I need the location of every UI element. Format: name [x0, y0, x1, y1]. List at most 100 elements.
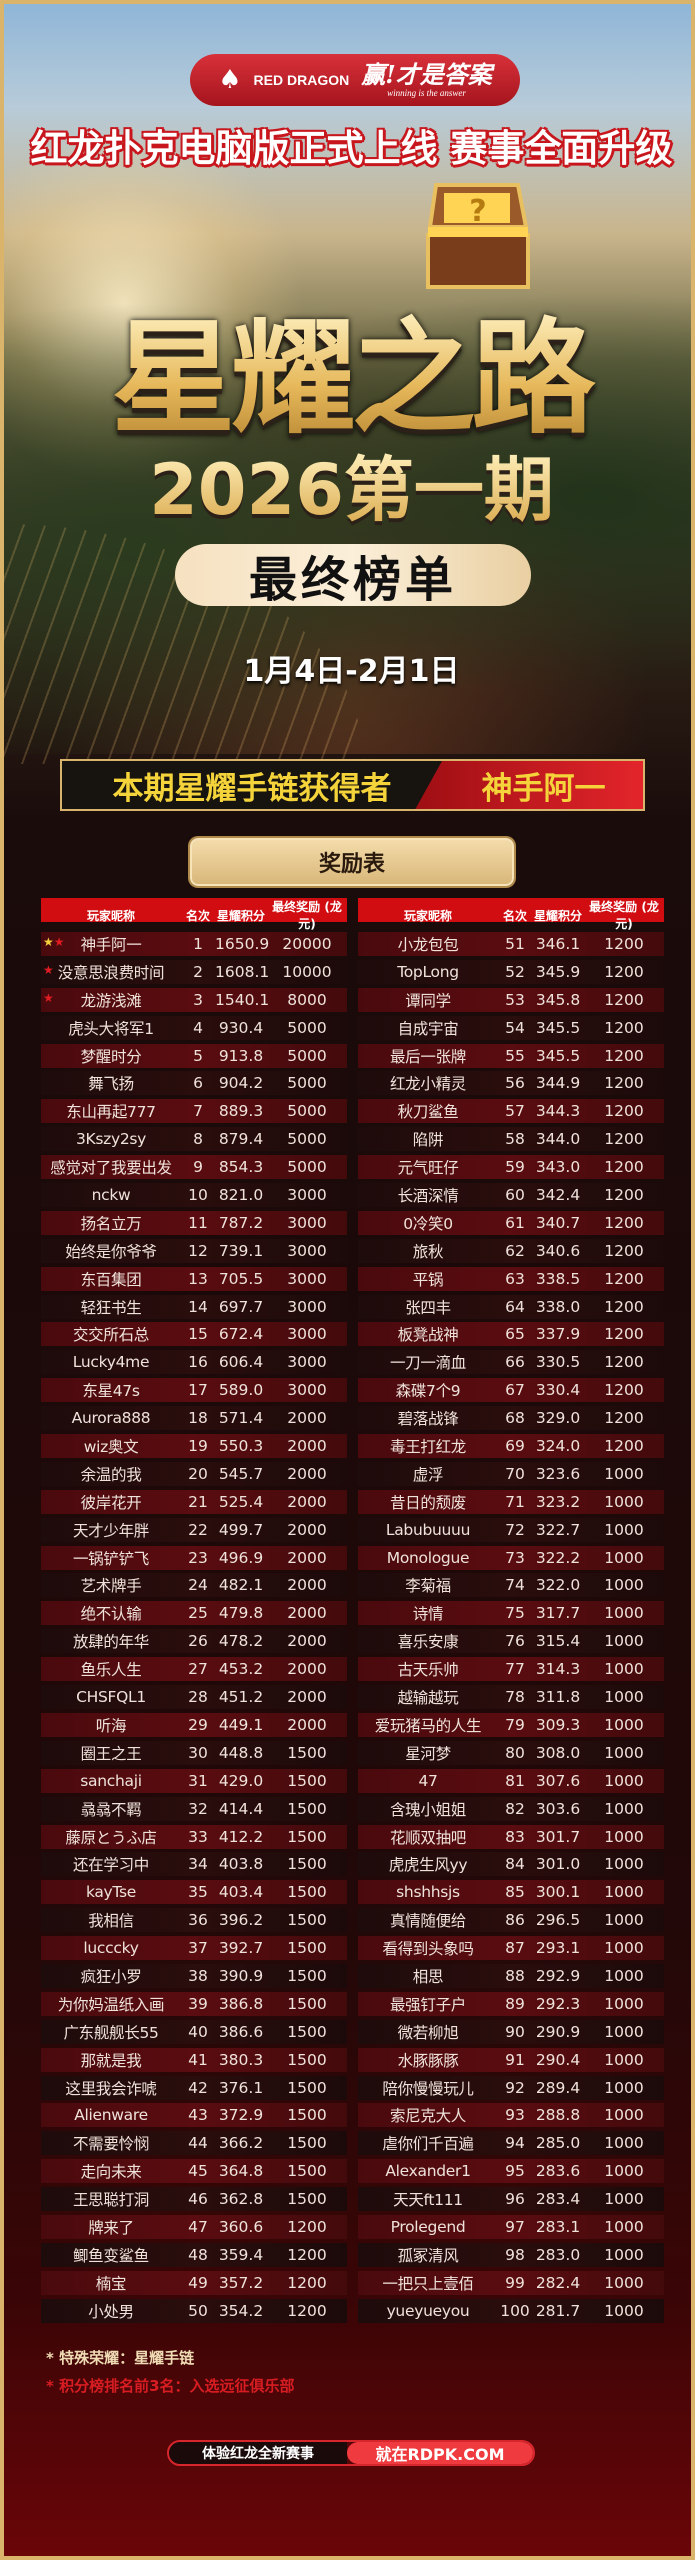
cell-name: 张四丰 [405, 1298, 451, 1317]
cell-rank: 45 [188, 2162, 208, 2181]
slogan-en: winning is the answer [387, 88, 466, 98]
cell-name: 这里我会诈唬 [65, 2079, 157, 2098]
cell-reward: 1200 [604, 1074, 644, 1093]
cell-name: 秋刀鲨鱼 [397, 1103, 459, 1122]
cell-name: 森碟7个9 [395, 1382, 461, 1401]
cell-score: 1540.1 [215, 990, 270, 1009]
cell-reward: 1000 [604, 2078, 644, 2097]
table-row: 轻狂书生 14 697.7 3000 [41, 1294, 347, 1319]
cell-score: 366.2 [218, 2134, 264, 2153]
table-row: 藤原とうふ店 33 412.2 1500 [41, 1824, 347, 1849]
cell-reward: 1500 [287, 1883, 327, 1902]
cell-score: 525.4 [218, 1492, 264, 1511]
cell-rank: 30 [188, 1743, 208, 1762]
cell-name: 疯狂小罗 [80, 1967, 142, 1986]
table-row: 看得到头象吗 87 293.1 1000 [358, 1936, 664, 1961]
cell-name: 微若柳旭 [397, 2023, 459, 2042]
rank-stars: ★★ [43, 935, 65, 949]
cell-score: 345.5 [535, 1018, 581, 1037]
cell-score: 308.0 [535, 1743, 581, 1762]
event-title: 星耀之路 [4, 304, 691, 454]
cell-rank: 80 [505, 1743, 525, 1762]
cell-reward: 2000 [287, 1520, 327, 1539]
table-row: sanchaji 31 429.0 1500 [41, 1768, 347, 1793]
cell-reward: 1000 [604, 2301, 644, 2320]
event-edition: 2026第一期 [4, 450, 691, 530]
cell-rank: 43 [188, 2106, 208, 2125]
cell-name: 板凳战神 [397, 1326, 459, 1345]
brand-name: RED DRAGON [253, 72, 350, 88]
table-row: 一刀一滴血 66 330.5 1200 [358, 1350, 664, 1375]
cell-reward: 1500 [287, 1799, 327, 1818]
cell-name: 越输越玩 [397, 1689, 459, 1708]
cell-rank: 37 [188, 1939, 208, 1958]
table-row: 真情随便给 86 296.5 1000 [358, 1908, 664, 1933]
cell-rank: 75 [505, 1604, 525, 1623]
cell-name: Prolegend [390, 2217, 466, 2236]
cell-rank: 10 [188, 1186, 208, 1205]
rank-stars: ★ [43, 991, 54, 1005]
cell-reward: 1500 [287, 1966, 327, 1985]
cell-rank: 81 [505, 1771, 525, 1790]
cell-score: 317.7 [535, 1604, 581, 1623]
table-row: 长酒深情 60 342.4 1200 [358, 1183, 664, 1208]
table-row: 碧落战锋 68 329.0 1200 [358, 1406, 664, 1431]
footnotes: * 特殊荣耀：星耀手链 * 积分榜排名前3名：入选远征俱乐部 [46, 2344, 295, 2400]
table-row: 森碟7个9 67 330.4 1200 [358, 1378, 664, 1403]
cell-score: 344.3 [535, 1102, 581, 1121]
cell-name: 走向未来 [80, 2163, 142, 2182]
cell-name: 看得到头象吗 [382, 1940, 474, 1959]
table-row: 平锅 63 338.5 1200 [358, 1266, 664, 1291]
cell-score: 338.0 [535, 1297, 581, 1316]
cell-score: 376.1 [218, 2078, 264, 2097]
headline: 红龙扑克电脑版正式上线 赛事全面升级 [30, 127, 673, 170]
cell-rank: 92 [505, 2078, 525, 2097]
cell-reward: 1000 [604, 2273, 644, 2292]
cell-score: 296.5 [535, 1911, 581, 1930]
cta-banner[interactable]: 体验红龙全新赛事 就在RDPK.COM [167, 2440, 535, 2466]
cell-score: 380.3 [218, 2050, 264, 2069]
cell-reward: 2000 [287, 1409, 327, 1428]
cell-rank: 26 [188, 1632, 208, 1651]
cell-score: 414.4 [218, 1799, 264, 1818]
cell-rank: 41 [188, 2050, 208, 2069]
cell-name: 感觉对了我要出发 [50, 1159, 172, 1178]
cell-rank: 66 [505, 1353, 525, 1372]
cell-rank: 13 [188, 1269, 208, 1288]
cell-reward: 1000 [604, 1520, 644, 1539]
cell-name: 鲫鱼变鲨鱼 [72, 2246, 149, 2265]
brand-logo: ♠ RED DRAGON 赢!才是答案 winning is the answe… [190, 54, 520, 106]
cell-name: sanchaji [80, 1771, 142, 1790]
table-row: 诗情 75 317.7 1000 [358, 1601, 664, 1626]
cell-score: 390.9 [218, 1966, 264, 1985]
cell-name: 花顺双抽吧 [389, 1828, 466, 1847]
cell-score: 283.4 [535, 2190, 581, 2209]
cell-score: 324.0 [535, 1437, 581, 1456]
red-star-icon: ★ [53, 935, 65, 949]
cell-reward: 1200 [604, 1325, 644, 1344]
cell-score: 337.9 [535, 1325, 581, 1344]
table-row: Monologue 73 322.2 1000 [358, 1545, 664, 1570]
cell-score: 290.9 [535, 2022, 581, 2041]
cell-score: 338.5 [535, 1269, 581, 1288]
cell-score: 309.3 [535, 1715, 581, 1734]
cell-name: 骉骉不羁 [80, 1800, 142, 1819]
cell-rank: 52 [505, 962, 525, 981]
table-row: 一把只上壹佰 99 282.4 1000 [358, 2270, 664, 2295]
cell-score: 281.7 [535, 2301, 581, 2320]
cta-left-text: 体验红龙全新赛事 [169, 2442, 347, 2464]
cell-reward: 2000 [287, 1688, 327, 1707]
cell-reward: 1200 [604, 990, 644, 1009]
cta-website-link[interactable]: 就在RDPK.COM [347, 2442, 533, 2464]
table-row: 小处男 50 354.2 1200 [41, 2298, 347, 2323]
cell-reward: 1500 [287, 1939, 327, 1958]
leaderboard-table-left: 玩家昵称 名次 星耀积分 最终奖励 (龙元) 神手阿一 1 1650.9 20000 ★… [41, 898, 347, 2327]
table-row: 不需要怜悯 44 366.2 1500 [41, 2131, 347, 2156]
cell-rank: 9 [193, 1158, 203, 1177]
cell-rank: 65 [505, 1325, 525, 1344]
cell-rank: 38 [188, 1966, 208, 1985]
cell-reward: 2000 [287, 1660, 327, 1679]
cell-reward: 1000 [604, 1799, 644, 1818]
cell-name: 孤冢清风 [397, 2246, 459, 2265]
cell-rank: 34 [188, 1855, 208, 1874]
